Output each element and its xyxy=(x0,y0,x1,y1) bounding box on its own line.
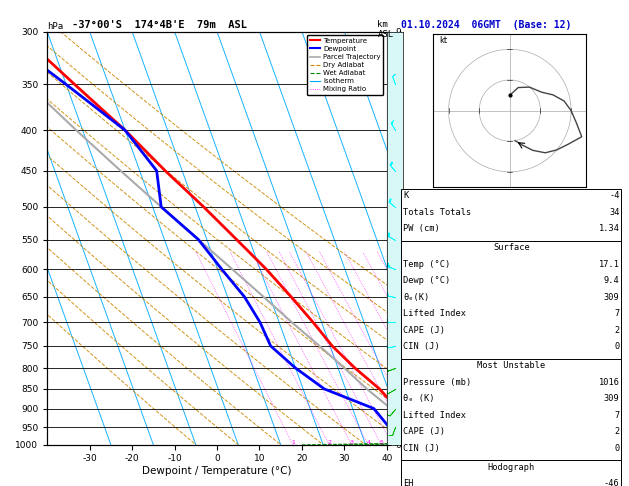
Text: 5: 5 xyxy=(379,440,383,445)
Text: Surface: Surface xyxy=(493,243,530,252)
Text: θₑ(K): θₑ(K) xyxy=(403,293,430,302)
Text: ASL: ASL xyxy=(377,30,394,39)
Text: -37°00'S  174°4B'E  79m  ASL: -37°00'S 174°4B'E 79m ASL xyxy=(72,20,247,31)
Text: K: K xyxy=(403,191,408,200)
Text: CIN (J): CIN (J) xyxy=(403,444,440,453)
Text: 17.1: 17.1 xyxy=(599,260,620,269)
Text: hPa: hPa xyxy=(47,22,64,31)
Text: Totals Totals: Totals Totals xyxy=(403,208,472,217)
Text: kt: kt xyxy=(440,36,447,45)
Text: 20: 20 xyxy=(467,440,474,445)
Text: CAPE (J): CAPE (J) xyxy=(403,427,445,436)
Text: Pressure (mb): Pressure (mb) xyxy=(403,378,472,387)
Text: 1LCL: 1LCL xyxy=(389,413,406,419)
Text: Lifted Index: Lifted Index xyxy=(403,411,466,420)
Text: 25: 25 xyxy=(482,440,490,445)
Text: 309: 309 xyxy=(604,394,620,403)
Text: 6: 6 xyxy=(391,440,394,445)
Text: 01.10.2024  06GMT  (Base: 12): 01.10.2024 06GMT (Base: 12) xyxy=(401,20,572,31)
Text: Lifted Index: Lifted Index xyxy=(403,309,466,318)
Text: Dewp (°C): Dewp (°C) xyxy=(403,276,450,285)
Text: 2: 2 xyxy=(615,427,620,436)
Text: PW (cm): PW (cm) xyxy=(403,224,440,233)
Text: 2: 2 xyxy=(615,326,620,335)
Text: 309: 309 xyxy=(604,293,620,302)
Y-axis label: Mixing Ratio (g/kg): Mixing Ratio (g/kg) xyxy=(404,198,413,278)
Text: 1.34: 1.34 xyxy=(599,224,620,233)
Legend: Temperature, Dewpoint, Parcel Trajectory, Dry Adiabat, Wet Adiabat, Isotherm, Mi: Temperature, Dewpoint, Parcel Trajectory… xyxy=(307,35,383,95)
Text: 3: 3 xyxy=(350,440,353,445)
Text: EH: EH xyxy=(403,479,414,486)
Text: Most Unstable: Most Unstable xyxy=(477,361,545,370)
Text: -4: -4 xyxy=(609,191,620,200)
Text: 4: 4 xyxy=(366,440,370,445)
Text: 0: 0 xyxy=(615,444,620,453)
Text: 1016: 1016 xyxy=(599,378,620,387)
Text: θₑ (K): θₑ (K) xyxy=(403,394,435,403)
Text: CAPE (J): CAPE (J) xyxy=(403,326,445,335)
Text: 8: 8 xyxy=(408,440,412,445)
Text: -46: -46 xyxy=(604,479,620,486)
Text: 7: 7 xyxy=(615,411,620,420)
Text: km: km xyxy=(377,20,388,30)
Text: 15: 15 xyxy=(447,440,455,445)
Text: 9.4: 9.4 xyxy=(604,276,620,285)
Text: CIN (J): CIN (J) xyxy=(403,342,440,351)
Text: 10: 10 xyxy=(421,440,428,445)
Text: 0: 0 xyxy=(615,342,620,351)
Text: 1: 1 xyxy=(291,440,295,445)
Text: 7: 7 xyxy=(615,309,620,318)
Text: 2: 2 xyxy=(327,440,331,445)
Text: Temp (°C): Temp (°C) xyxy=(403,260,450,269)
X-axis label: Dewpoint / Temperature (°C): Dewpoint / Temperature (°C) xyxy=(142,466,292,476)
Text: 34: 34 xyxy=(609,208,620,217)
Text: Hodograph: Hodograph xyxy=(487,463,535,472)
